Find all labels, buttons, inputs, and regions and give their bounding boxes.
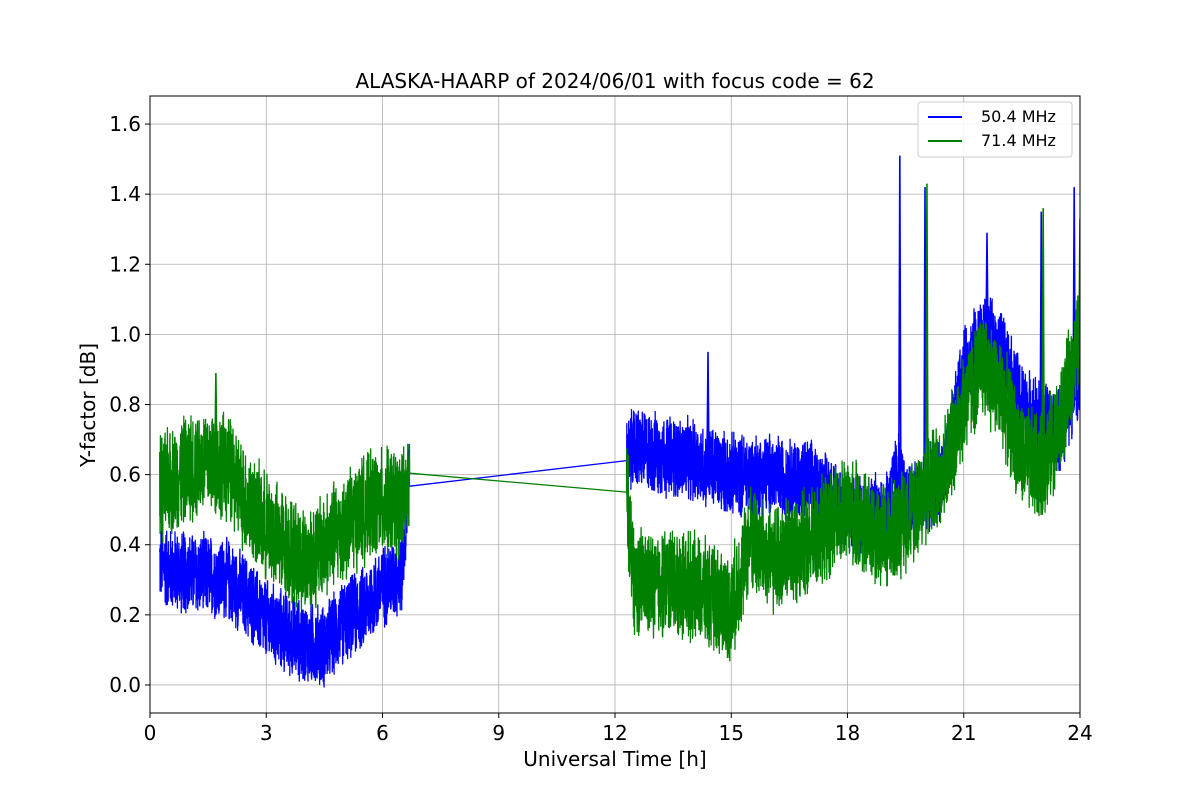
y-tick-label: 0.2 [109, 603, 141, 627]
x-tick-label: 0 [144, 721, 157, 745]
x-tick-label: 3 [260, 721, 273, 745]
y-tick-label: 1.4 [109, 182, 141, 206]
y-tick-label: 0.8 [109, 393, 141, 417]
x-tick-label: 9 [492, 721, 505, 745]
x-tick-label: 24 [1067, 721, 1092, 745]
y-tick-label: 0.4 [109, 533, 141, 557]
tick-marks: 0 3 6 9 12 15 18 21 24 0.0 0.2 0.4 0.6 0.8 1.0 1.2 1.4 1.… [109, 112, 1093, 745]
legend: 50.4 MHz 71.4 MHz [917, 101, 1073, 158]
y-axis-label: Y-factor [dB] [76, 343, 100, 468]
legend-label-series-1: 71.4 MHz [981, 131, 1056, 150]
legend-label-series-0: 50.4 MHz [981, 107, 1056, 126]
y-tick-label: 0.6 [109, 463, 141, 487]
x-axis-label: Universal Time [h] [523, 747, 706, 771]
chart-title: ALASKA-HAARP of 2024/06/01 with focus co… [355, 69, 874, 93]
x-tick-label: 21 [951, 721, 976, 745]
y-tick-label: 0.0 [109, 673, 141, 697]
plot-series [159, 155, 1080, 688]
y-tick-label: 1.2 [109, 252, 141, 276]
x-tick-label: 12 [602, 721, 627, 745]
x-tick-label: 15 [719, 721, 744, 745]
y-tick-label: 1.6 [109, 112, 141, 136]
x-tick-label: 6 [376, 721, 389, 745]
series-1-spike [1041, 208, 1045, 464]
series-0-spike [706, 351, 710, 467]
legend-box [917, 101, 1073, 158]
y-tick-label: 1.0 [109, 322, 141, 346]
series-1-line [159, 286, 1080, 662]
series-0-spike [898, 155, 902, 477]
series-1-spike [925, 183, 929, 490]
x-tick-label: 18 [835, 721, 860, 745]
